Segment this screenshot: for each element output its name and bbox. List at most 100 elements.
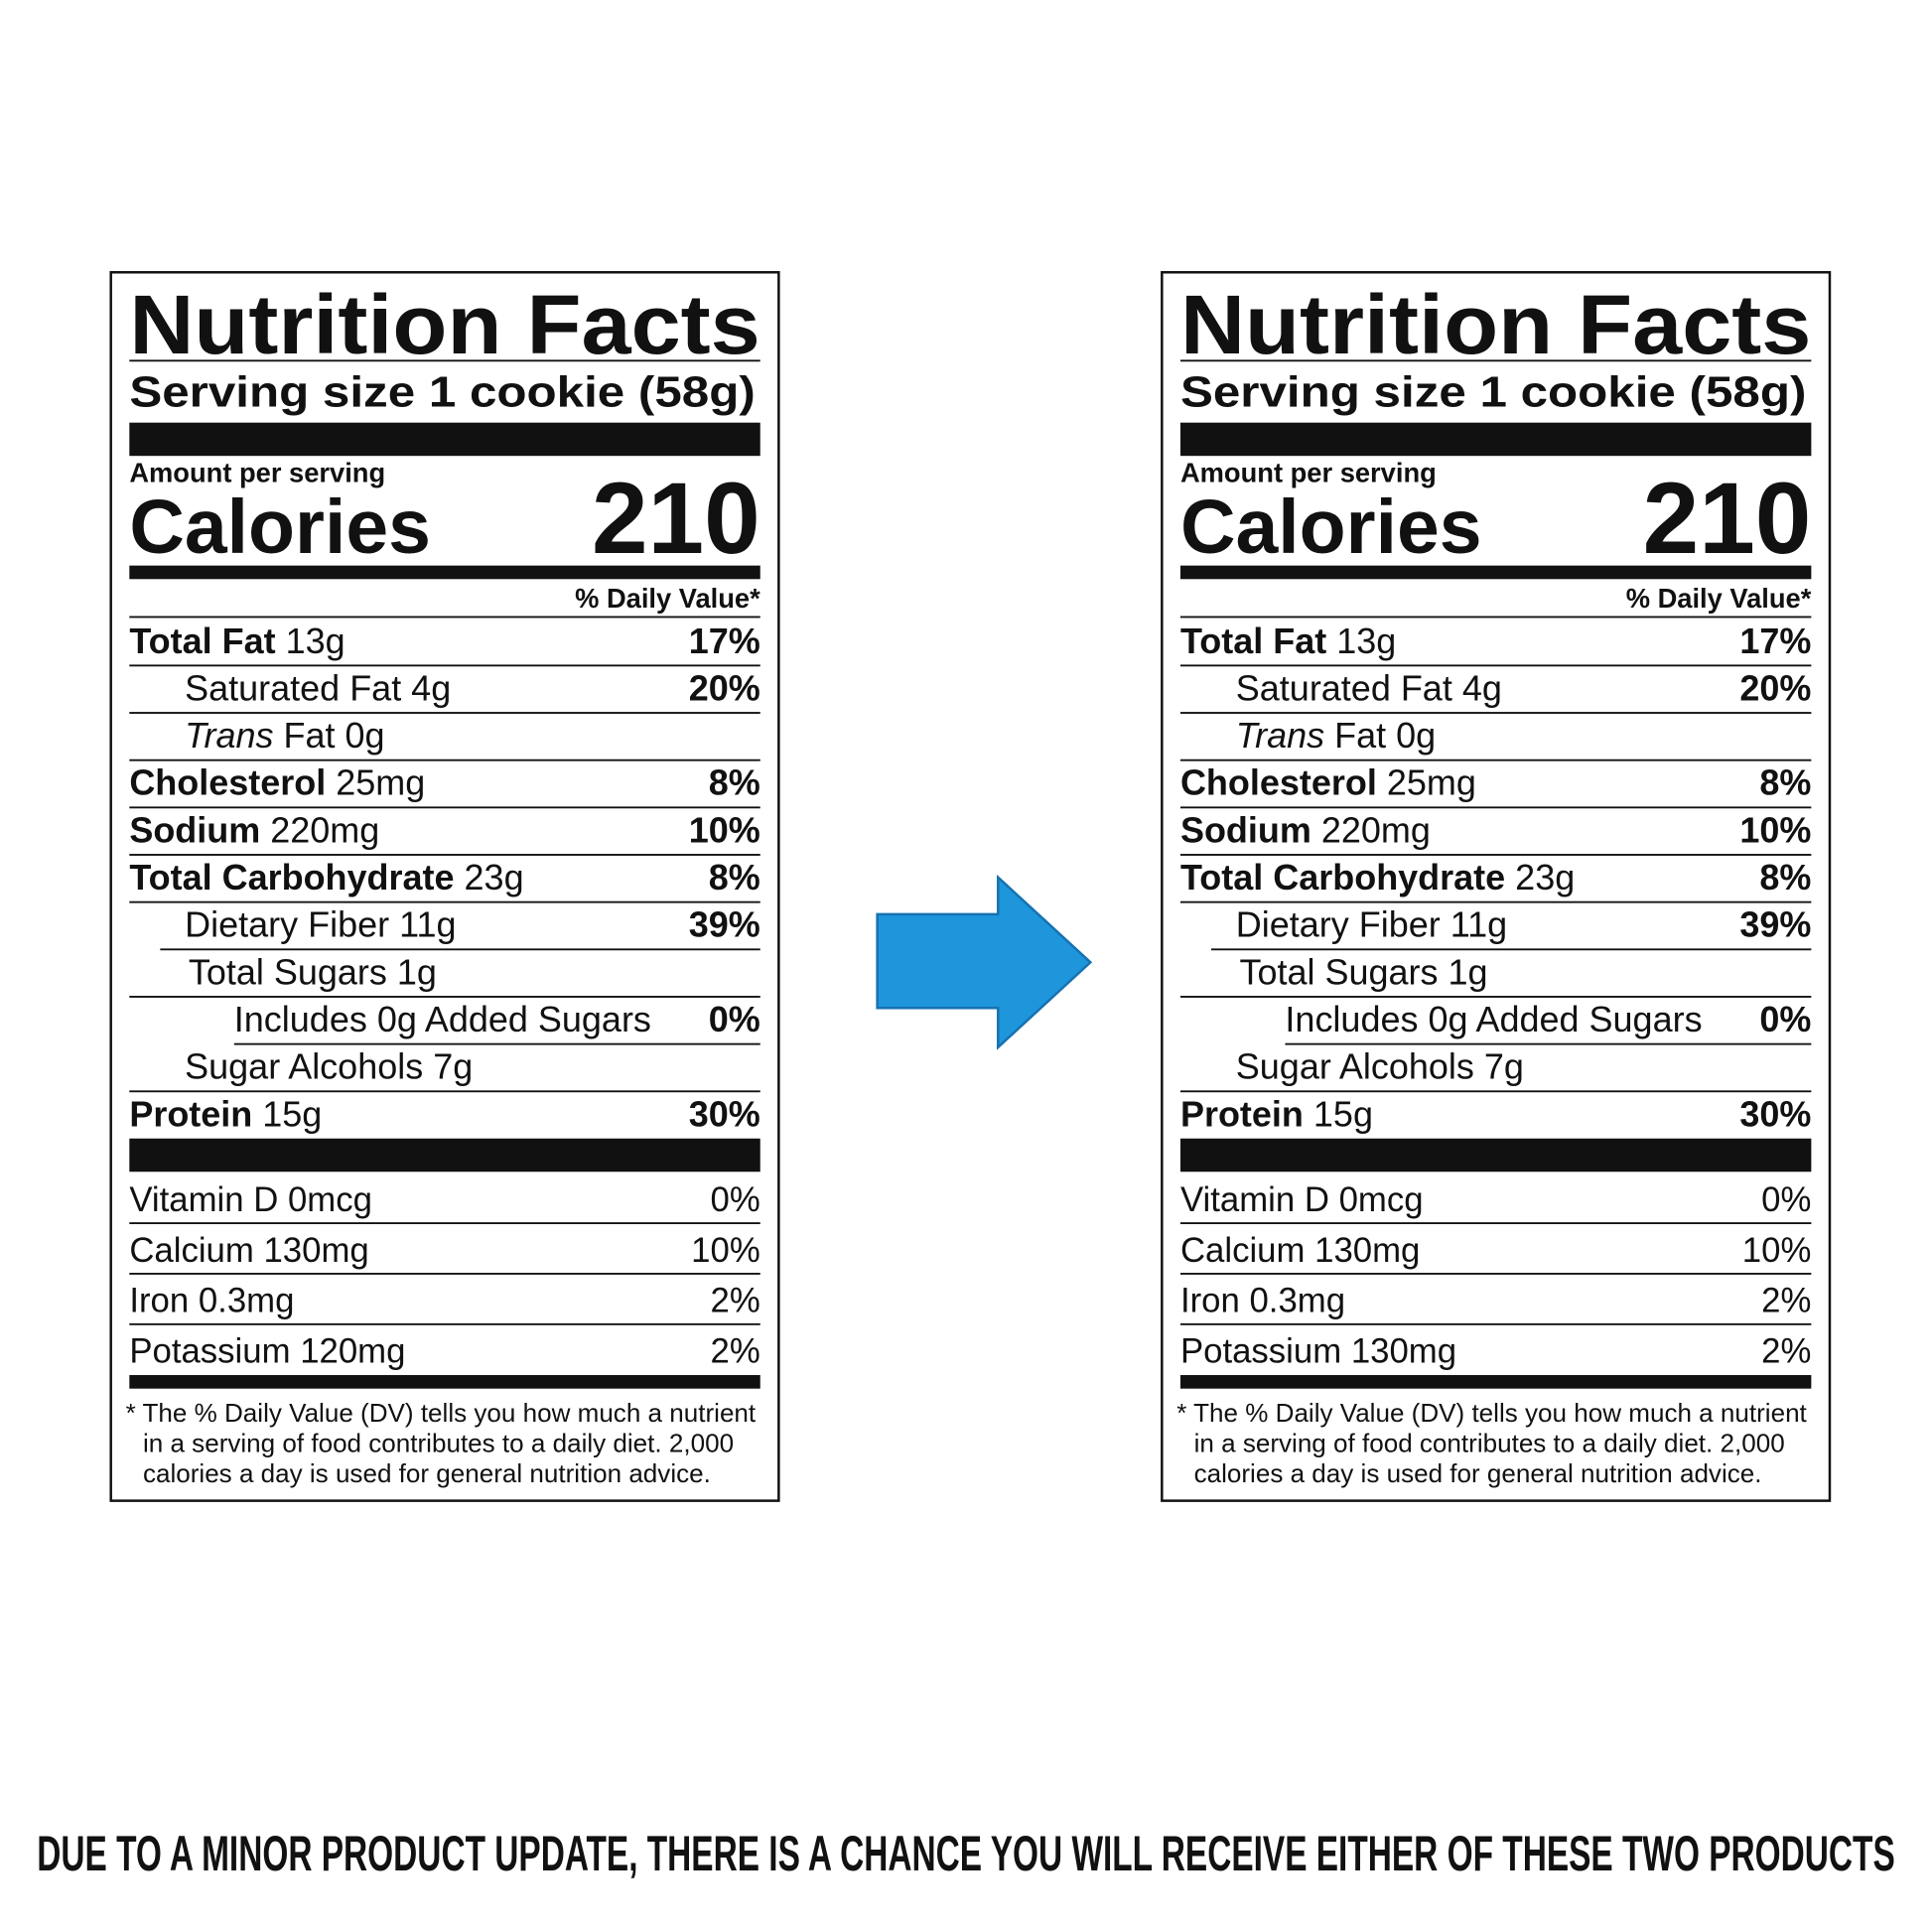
rule bbox=[1179, 712, 1812, 714]
rule bbox=[1179, 806, 1812, 809]
vitamin-name: Potassium 120mg bbox=[129, 1333, 405, 1371]
nutrient-amount: Fat 0g bbox=[1334, 715, 1436, 756]
banner: DUE TO A MINOR PRODUCT UPDATE, THERE IS … bbox=[37, 1826, 1895, 1881]
nutrient-row: Saturated Fat 4g bbox=[185, 667, 451, 708]
rule bbox=[1179, 759, 1812, 761]
label-title: Nutrition Facts bbox=[1180, 278, 1811, 371]
rule bbox=[129, 664, 760, 667]
vitamin-dv: 10% bbox=[1742, 1232, 1812, 1270]
vitamin-dv: 10% bbox=[691, 1232, 760, 1270]
daily-value: 10% bbox=[689, 809, 760, 850]
rule bbox=[129, 1090, 760, 1093]
nutrient-amount: Includes 0g Added Sugars bbox=[234, 999, 651, 1039]
serving-size: Serving size 1 cookie (58g) bbox=[1180, 369, 1806, 417]
dv-header: % Daily Value* bbox=[575, 583, 760, 614]
nutrient-row: Trans Fat 0g bbox=[185, 715, 384, 756]
nutrient-name: Sodium bbox=[129, 809, 260, 850]
rule bbox=[129, 1273, 760, 1275]
nutrient-amount: Total Sugars 1g bbox=[189, 951, 437, 992]
nutrient-row: Total Fat 13g bbox=[129, 621, 345, 661]
nutrient-name: Total Fat bbox=[1180, 621, 1326, 661]
nutrient-row: Protein 15g bbox=[1180, 1093, 1373, 1134]
rule bbox=[1179, 854, 1812, 856]
nutrient-name: Total Fat bbox=[129, 621, 275, 661]
rule bbox=[129, 996, 760, 998]
nutrient-amount: 25mg bbox=[1387, 762, 1476, 803]
nutrient-amount: Dietary Fiber 11g bbox=[185, 904, 456, 945]
rule bbox=[129, 1222, 760, 1225]
rule bbox=[1179, 1222, 1812, 1225]
rule bbox=[129, 712, 760, 714]
calories-label: Calories bbox=[1180, 484, 1482, 570]
rule bbox=[1179, 664, 1812, 667]
rule bbox=[1179, 996, 1812, 998]
nutrient-name: Trans bbox=[1236, 715, 1324, 756]
thick-bar bbox=[129, 1138, 760, 1173]
medium-bar bbox=[129, 1375, 760, 1389]
thick-bar bbox=[1179, 1138, 1812, 1173]
nutrient-row: Dietary Fiber 11g bbox=[185, 904, 456, 945]
amount-per-serving: Amount per serving bbox=[1180, 457, 1437, 487]
nutrient-row: Sodium 220mg bbox=[1180, 809, 1431, 850]
footnote: calories a day is used for general nutri… bbox=[143, 1458, 711, 1488]
nutrient-row: Sugar Alcohols 7g bbox=[185, 1046, 473, 1087]
rule bbox=[129, 759, 760, 761]
calories-value: 210 bbox=[592, 462, 760, 575]
footnote: in a serving of food contributes to a da… bbox=[1194, 1429, 1785, 1458]
nutrient-amount: 220mg bbox=[270, 809, 379, 850]
nutrient-row: Trans Fat 0g bbox=[1236, 715, 1436, 756]
vitamin-dv: 2% bbox=[711, 1283, 760, 1320]
nutrient-amount: 13g bbox=[286, 621, 345, 661]
daily-value: 30% bbox=[689, 1093, 760, 1134]
daily-value: 8% bbox=[1759, 762, 1811, 803]
nutrient-row: Saturated Fat 4g bbox=[1236, 667, 1502, 708]
daily-value: 20% bbox=[689, 667, 760, 708]
nutrient-row: Cholesterol 25mg bbox=[1180, 762, 1476, 803]
nutrient-amount: 23g bbox=[1515, 857, 1575, 897]
vitamin-name: Calcium 130mg bbox=[1180, 1232, 1420, 1270]
vitamin-name: Iron 0.3mg bbox=[1180, 1283, 1345, 1320]
nutrient-name: Cholesterol bbox=[1180, 762, 1377, 803]
nutrient-name: Protein bbox=[1180, 1093, 1304, 1134]
medium-bar bbox=[1179, 1375, 1812, 1389]
medium-bar bbox=[129, 565, 760, 580]
serving-size: Serving size 1 cookie (58g) bbox=[129, 369, 755, 417]
nutrient-amount: Sugar Alcohols 7g bbox=[1236, 1046, 1524, 1087]
rule bbox=[1179, 900, 1812, 903]
daily-value: 39% bbox=[689, 904, 760, 945]
vitamin-name: Iron 0.3mg bbox=[129, 1283, 294, 1320]
footnote: * The % Daily Value (DV) tells you how m… bbox=[126, 1398, 757, 1428]
nutrient-amount: Dietary Fiber 11g bbox=[1236, 904, 1507, 945]
nutrient-name: Trans bbox=[185, 715, 273, 756]
nutrient-amount: Fat 0g bbox=[283, 715, 384, 756]
label-border bbox=[1161, 271, 1832, 1502]
nutrient-row: Total Fat 13g bbox=[1180, 621, 1396, 661]
footnote: in a serving of food contributes to a da… bbox=[143, 1429, 734, 1458]
calories-label: Calories bbox=[129, 484, 431, 570]
nutrient-row: Total Carbohydrate 23g bbox=[1180, 857, 1575, 897]
nutrient-amount: 23g bbox=[465, 857, 524, 897]
nutrient-amount: Sugar Alcohols 7g bbox=[185, 1046, 473, 1087]
daily-value: 0% bbox=[1759, 999, 1811, 1039]
daily-value: 17% bbox=[1739, 621, 1811, 661]
rule bbox=[1285, 1042, 1812, 1045]
rule bbox=[1179, 359, 1812, 362]
vitamin-name: Calcium 130mg bbox=[129, 1232, 368, 1270]
rule bbox=[129, 854, 760, 856]
vitamin-name: Vitamin D 0mcg bbox=[1180, 1181, 1424, 1219]
nutrient-row: Includes 0g Added Sugars bbox=[1285, 999, 1702, 1039]
rule bbox=[1179, 1273, 1812, 1275]
rule bbox=[129, 1322, 760, 1325]
rule bbox=[160, 948, 760, 951]
daily-value: 20% bbox=[1739, 667, 1811, 708]
rule bbox=[129, 806, 760, 809]
nutrient-row: Total Sugars 1g bbox=[189, 951, 437, 992]
nutrient-name: Total Carbohydrate bbox=[129, 857, 454, 897]
thick-bar bbox=[1179, 422, 1812, 457]
nutrient-amount: Saturated Fat 4g bbox=[185, 667, 451, 708]
rule bbox=[1179, 616, 1812, 619]
nutrient-row: Cholesterol 25mg bbox=[129, 762, 425, 803]
